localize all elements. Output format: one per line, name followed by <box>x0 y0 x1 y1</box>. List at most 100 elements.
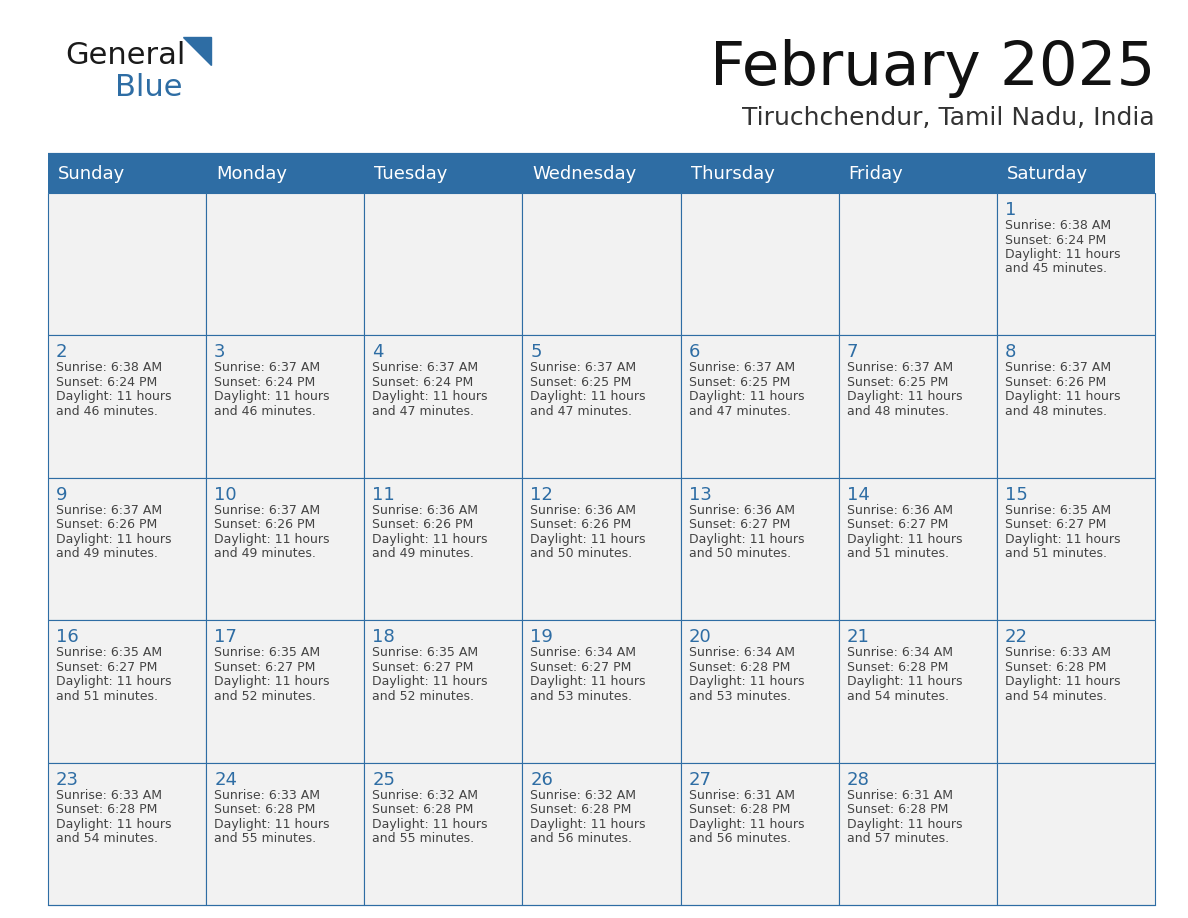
Text: and 52 minutes.: and 52 minutes. <box>372 689 474 702</box>
Text: Daylight: 11 hours: Daylight: 11 hours <box>530 532 646 546</box>
Text: Daylight: 11 hours: Daylight: 11 hours <box>847 818 962 831</box>
Text: Daylight: 11 hours: Daylight: 11 hours <box>530 818 646 831</box>
Text: and 47 minutes.: and 47 minutes. <box>689 405 790 418</box>
Text: Sunset: 6:26 PM: Sunset: 6:26 PM <box>1005 375 1106 389</box>
Text: and 49 minutes.: and 49 minutes. <box>214 547 316 560</box>
Bar <box>207 477 365 621</box>
Text: and 49 minutes.: and 49 minutes. <box>372 547 474 560</box>
Text: Thursday: Thursday <box>690 165 775 183</box>
Text: Sunset: 6:24 PM: Sunset: 6:24 PM <box>1005 233 1106 247</box>
Text: and 47 minutes.: and 47 minutes. <box>372 405 474 418</box>
Text: Sunday: Sunday <box>58 165 125 183</box>
Text: Monday: Monday <box>216 165 287 183</box>
Text: Sunset: 6:27 PM: Sunset: 6:27 PM <box>214 661 316 674</box>
Bar <box>365 193 523 335</box>
Text: and 54 minutes.: and 54 minutes. <box>847 689 949 702</box>
Text: Daylight: 11 hours: Daylight: 11 hours <box>847 390 962 403</box>
Text: 21: 21 <box>847 628 870 646</box>
Text: Sunrise: 6:37 AM: Sunrise: 6:37 AM <box>56 504 162 517</box>
Bar <box>997 477 1155 621</box>
Text: 16: 16 <box>56 628 78 646</box>
Bar <box>681 335 839 477</box>
Text: 3: 3 <box>214 343 226 362</box>
Bar <box>207 621 365 763</box>
Text: Sunset: 6:27 PM: Sunset: 6:27 PM <box>56 661 157 674</box>
Bar <box>365 763 523 905</box>
Text: Wednesday: Wednesday <box>532 165 637 183</box>
Text: 13: 13 <box>689 486 712 504</box>
Text: and 51 minutes.: and 51 minutes. <box>1005 547 1107 560</box>
Bar <box>523 335 681 477</box>
Bar <box>365 335 523 477</box>
Text: Daylight: 11 hours: Daylight: 11 hours <box>847 532 962 546</box>
Text: 24: 24 <box>214 770 238 789</box>
Text: Sunrise: 6:38 AM: Sunrise: 6:38 AM <box>56 362 162 375</box>
Text: Sunset: 6:27 PM: Sunset: 6:27 PM <box>372 661 474 674</box>
Text: Sunset: 6:27 PM: Sunset: 6:27 PM <box>530 661 632 674</box>
Text: Sunset: 6:24 PM: Sunset: 6:24 PM <box>214 375 315 389</box>
Bar <box>207 155 365 193</box>
Text: Sunrise: 6:34 AM: Sunrise: 6:34 AM <box>689 646 795 659</box>
Text: Daylight: 11 hours: Daylight: 11 hours <box>689 390 804 403</box>
Text: Sunrise: 6:33 AM: Sunrise: 6:33 AM <box>56 789 162 801</box>
Text: Sunrise: 6:33 AM: Sunrise: 6:33 AM <box>214 789 320 801</box>
Text: and 54 minutes.: and 54 minutes. <box>1005 689 1107 702</box>
Bar <box>997 335 1155 477</box>
Text: Sunrise: 6:35 AM: Sunrise: 6:35 AM <box>214 646 321 659</box>
Text: Sunset: 6:28 PM: Sunset: 6:28 PM <box>689 803 790 816</box>
Text: Daylight: 11 hours: Daylight: 11 hours <box>56 818 171 831</box>
Text: Sunrise: 6:32 AM: Sunrise: 6:32 AM <box>372 789 479 801</box>
Text: Sunrise: 6:37 AM: Sunrise: 6:37 AM <box>372 362 479 375</box>
Bar <box>207 763 365 905</box>
Text: Sunset: 6:25 PM: Sunset: 6:25 PM <box>689 375 790 389</box>
Text: Daylight: 11 hours: Daylight: 11 hours <box>689 676 804 688</box>
Text: Sunrise: 6:34 AM: Sunrise: 6:34 AM <box>847 646 953 659</box>
Text: 12: 12 <box>530 486 554 504</box>
Bar <box>681 621 839 763</box>
Text: Sunrise: 6:37 AM: Sunrise: 6:37 AM <box>214 504 321 517</box>
Text: and 57 minutes.: and 57 minutes. <box>847 832 949 845</box>
Text: 1: 1 <box>1005 201 1016 219</box>
Text: Sunset: 6:28 PM: Sunset: 6:28 PM <box>847 661 948 674</box>
Bar <box>365 621 523 763</box>
Text: Friday: Friday <box>848 165 903 183</box>
Text: 6: 6 <box>689 343 700 362</box>
Text: Daylight: 11 hours: Daylight: 11 hours <box>372 390 488 403</box>
Text: Daylight: 11 hours: Daylight: 11 hours <box>530 676 646 688</box>
Text: Sunrise: 6:35 AM: Sunrise: 6:35 AM <box>1005 504 1111 517</box>
Text: 19: 19 <box>530 628 554 646</box>
Text: and 54 minutes.: and 54 minutes. <box>56 832 158 845</box>
Bar <box>523 193 681 335</box>
Text: 20: 20 <box>689 628 712 646</box>
Bar <box>523 763 681 905</box>
Text: and 50 minutes.: and 50 minutes. <box>530 547 632 560</box>
Bar <box>681 193 839 335</box>
Text: Sunrise: 6:31 AM: Sunrise: 6:31 AM <box>689 789 795 801</box>
Text: 28: 28 <box>847 770 870 789</box>
Bar <box>839 155 997 193</box>
Bar <box>365 155 523 193</box>
Bar <box>681 763 839 905</box>
Bar <box>48 335 207 477</box>
Text: Sunset: 6:28 PM: Sunset: 6:28 PM <box>214 803 316 816</box>
Text: Sunset: 6:28 PM: Sunset: 6:28 PM <box>689 661 790 674</box>
Text: Sunrise: 6:35 AM: Sunrise: 6:35 AM <box>56 646 162 659</box>
Bar <box>997 763 1155 905</box>
Text: 4: 4 <box>372 343 384 362</box>
Text: Sunset: 6:24 PM: Sunset: 6:24 PM <box>56 375 157 389</box>
Text: and 46 minutes.: and 46 minutes. <box>56 405 158 418</box>
Text: Sunset: 6:28 PM: Sunset: 6:28 PM <box>1005 661 1106 674</box>
Text: Sunrise: 6:36 AM: Sunrise: 6:36 AM <box>689 504 795 517</box>
Text: Sunrise: 6:33 AM: Sunrise: 6:33 AM <box>1005 646 1111 659</box>
Text: Blue: Blue <box>115 73 183 102</box>
Text: Daylight: 11 hours: Daylight: 11 hours <box>689 532 804 546</box>
Bar <box>48 193 207 335</box>
Text: Sunrise: 6:36 AM: Sunrise: 6:36 AM <box>847 504 953 517</box>
Text: Daylight: 11 hours: Daylight: 11 hours <box>372 818 488 831</box>
Text: and 55 minutes.: and 55 minutes. <box>372 832 474 845</box>
Text: and 50 minutes.: and 50 minutes. <box>689 547 791 560</box>
Text: 5: 5 <box>530 343 542 362</box>
Text: Daylight: 11 hours: Daylight: 11 hours <box>56 676 171 688</box>
Text: Daylight: 11 hours: Daylight: 11 hours <box>1005 390 1120 403</box>
Text: 22: 22 <box>1005 628 1028 646</box>
